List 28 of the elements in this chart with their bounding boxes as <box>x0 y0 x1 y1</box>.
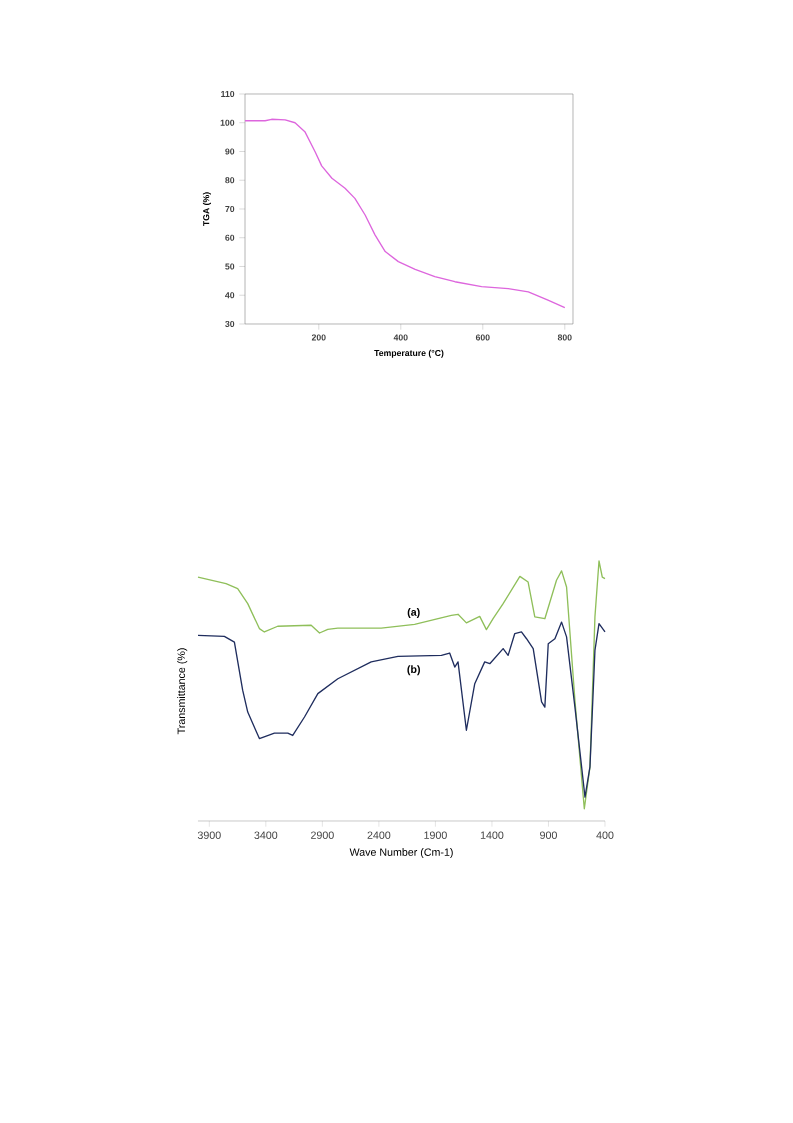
y-tick-label: 110 <box>221 90 235 98</box>
line-series <box>244 118 566 309</box>
y-tick-label: 50 <box>225 263 235 270</box>
x-axis-title: Wave Number (Cm-1) <box>349 848 453 859</box>
annotation: (a) <box>407 608 420 618</box>
y-tick-label: 80 <box>225 177 235 184</box>
y-axis-title: TGA (%) <box>202 192 211 226</box>
y-tick-label: 100 <box>220 119 235 126</box>
x-tick-label: 800 <box>557 334 572 341</box>
x-tick-label: 400 <box>596 831 614 839</box>
y-tick-label: 70 <box>225 205 235 213</box>
x-tick-label: 900 <box>540 831 557 839</box>
x-axis-title: Temperature (°C) <box>374 349 444 358</box>
y-axis-title: Transmittance (%) <box>177 648 188 735</box>
x-tick-label: 400 <box>393 334 408 341</box>
x-tick-label: 600 <box>475 334 490 341</box>
x-tick-label: 1400 <box>480 831 504 839</box>
x-tick-label: 3900 <box>197 831 221 839</box>
y-tick-label: 90 <box>225 148 235 155</box>
x-tick-label: 200 <box>311 334 326 341</box>
x-tick-label: 3400 <box>254 831 278 839</box>
x-tick-label: 2900 <box>311 831 334 839</box>
x-tick-label: 2400 <box>367 831 391 839</box>
y-tick-label: 40 <box>225 292 235 299</box>
y-tick-label: 60 <box>225 234 235 241</box>
annotation: (b) <box>407 665 420 676</box>
y-tick-label: 30 <box>225 320 235 328</box>
x-tick-label: 1900 <box>424 831 447 839</box>
